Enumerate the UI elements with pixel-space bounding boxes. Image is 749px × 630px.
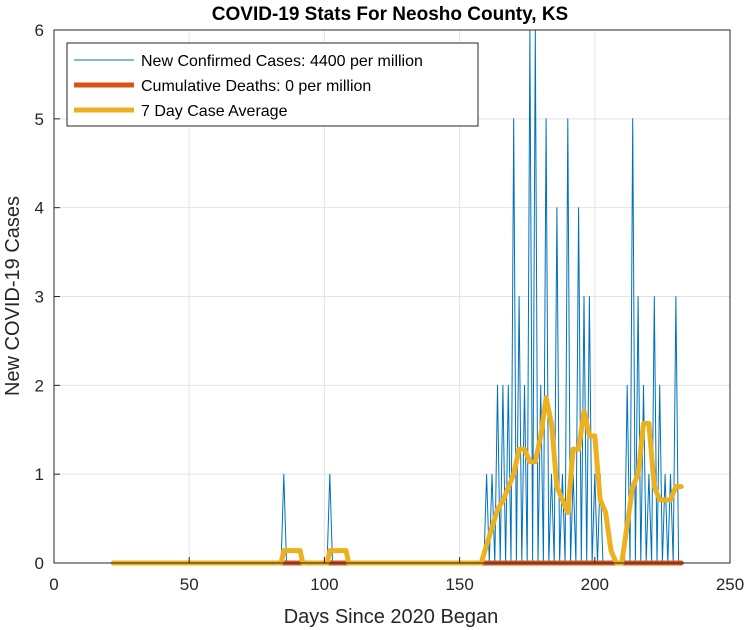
y-tick-label: 6: [35, 21, 44, 40]
y-tick-label: 3: [35, 288, 44, 307]
y-tick-label: 4: [35, 199, 44, 218]
legend-box: [66, 42, 479, 127]
legend: New Confirmed Cases: 4400 per million Cu…: [66, 42, 479, 127]
x-tick-label: 200: [581, 575, 609, 594]
y-tick-label: 1: [35, 465, 44, 484]
legend-label-7day-avg: 7 Day Case Average: [141, 103, 288, 120]
x-tick-label: 250: [716, 575, 744, 594]
x-tick-label: 50: [180, 575, 199, 594]
y-axis-label: New COVID-19 Cases: [2, 196, 24, 396]
x-tick-label: 0: [49, 575, 58, 594]
legend-label-new-cases: New Confirmed Cases: 4400 per million: [141, 53, 423, 70]
x-tick-label: 100: [310, 575, 338, 594]
y-tick-label: 5: [35, 110, 44, 129]
legend-label-deaths: Cumulative Deaths: 0 per million: [141, 78, 371, 95]
y-tick-label: 2: [35, 376, 44, 395]
series-line-7day-average: [111, 395, 684, 566]
x-tick-label: 150: [445, 575, 473, 594]
x-axis-label: Days Since 2020 Began: [284, 606, 499, 628]
ticks: 0 50 100 150 200 250 0 1 2 3 4 5 6: [35, 21, 745, 594]
chart-title: COVID-19 Stats For Neosho County, KS: [212, 4, 568, 25]
y-tick-label: 0: [35, 554, 44, 573]
